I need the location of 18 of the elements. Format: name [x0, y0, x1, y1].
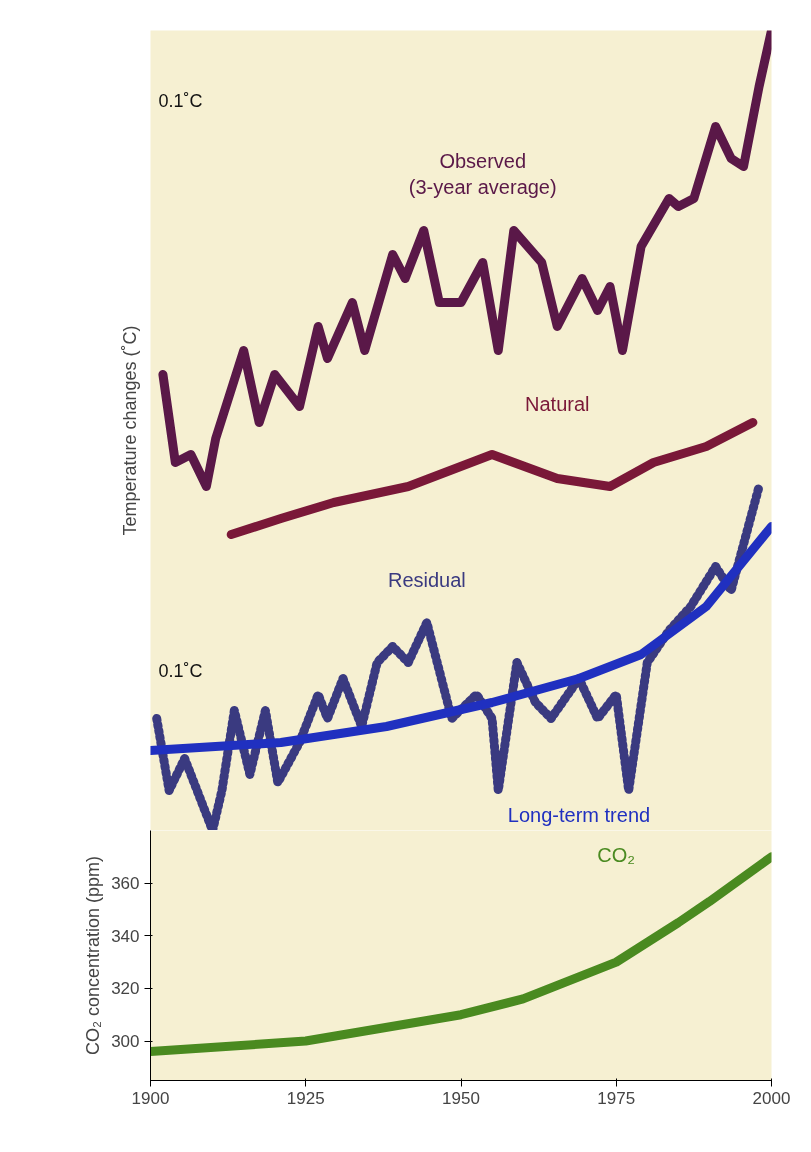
annotation: 0.1˚C — [158, 660, 203, 681]
y-axis-title: Temperature changes (˚C) — [119, 325, 140, 536]
x-tick-label: 1975 — [597, 1088, 636, 1108]
y-tick-label: 320 — [111, 979, 140, 999]
x-tick-label: 1925 — [286, 1088, 325, 1108]
x-tick-label: 1900 — [131, 1088, 170, 1108]
y-tick-label: 360 — [111, 874, 140, 894]
text: Long-term trend — [507, 803, 651, 826]
text: CO₂ — [597, 843, 636, 866]
x-tick-label: 1950 — [442, 1088, 480, 1108]
x-tick-label: 2000 — [752, 1088, 791, 1108]
y-axis-title: CO₂ concentration (ppm) — [83, 855, 104, 1056]
y-tick-label: 340 — [111, 926, 140, 946]
annotation: 0.1˚C — [158, 90, 203, 111]
text: Residual — [387, 568, 466, 591]
series-label: Observed (3-year average) — [408, 150, 557, 199]
text: Natural — [525, 392, 590, 415]
y-tick-label: 300 — [111, 1032, 140, 1052]
